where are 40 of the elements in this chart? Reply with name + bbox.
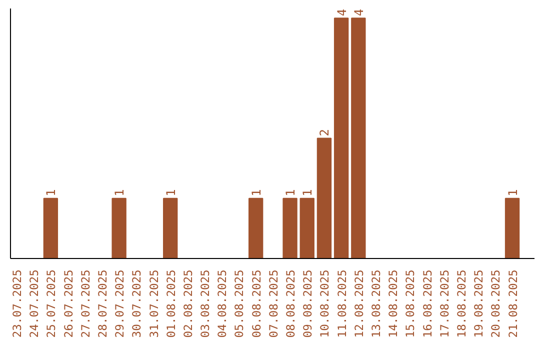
x-tick-label: 09.08.2025 [300, 270, 315, 338]
x-tick-label: 07.08.2025 [266, 270, 280, 338]
x-tick-label: 12.08.2025 [352, 270, 366, 338]
x-tick-label: 05.08.2025 [232, 270, 246, 338]
data-label: 2 [318, 129, 332, 136]
data-label: 4 [352, 8, 366, 16]
x-tick-label: 27.07.2025 [78, 270, 92, 338]
x-tick-label: 29.07.2025 [112, 270, 127, 338]
x-tick-label: 03.08.2025 [198, 270, 212, 338]
x-tick-label: 14.08.2025 [386, 270, 400, 338]
x-tick-label: 17.08.2025 [437, 270, 452, 338]
x-tick-label: 11.08.2025 [334, 270, 349, 338]
x-tick-label: 15.08.2025 [403, 270, 418, 338]
x-tick-label: 19.08.2025 [472, 270, 486, 338]
x-tick-label: 30.07.2025 [130, 270, 144, 338]
x-tick-label: 13.08.2025 [369, 270, 384, 338]
data-label: 4 [334, 8, 349, 16]
x-tick-label: 26.07.2025 [61, 270, 76, 338]
data-label: 1 [506, 189, 520, 196]
data-label: 1 [44, 189, 58, 196]
data-label: 1 [112, 189, 127, 196]
x-tick-label: 16.08.2025 [420, 270, 434, 338]
x-tick-label: 28.07.2025 [95, 270, 110, 338]
x-tick-label: 21.08.2025 [506, 270, 520, 338]
x-tick-label: 10.08.2025 [318, 270, 332, 338]
x-tick-label: 31.07.2025 [146, 270, 161, 338]
x-tick-label: 06.08.2025 [249, 270, 264, 338]
x-tick-label: 01.08.2025 [164, 270, 178, 338]
x-tick-label: 08.08.2025 [284, 270, 298, 338]
x-tick-label: 20.08.2025 [488, 270, 503, 338]
x-tick-label: 25.07.2025 [44, 270, 58, 338]
x-tick-label: 02.08.2025 [180, 270, 195, 338]
x-tick-label: 18.08.2025 [454, 270, 468, 338]
data-label: 1 [164, 189, 178, 196]
data-label: 1 [300, 189, 315, 196]
x-tick-label: 04.08.2025 [215, 270, 230, 338]
x-tick-label: 23.07.2025 [10, 270, 24, 338]
x-tick-label: 24.07.2025 [27, 270, 42, 338]
data-label: 1 [284, 189, 298, 196]
data-label: 1 [249, 189, 264, 196]
